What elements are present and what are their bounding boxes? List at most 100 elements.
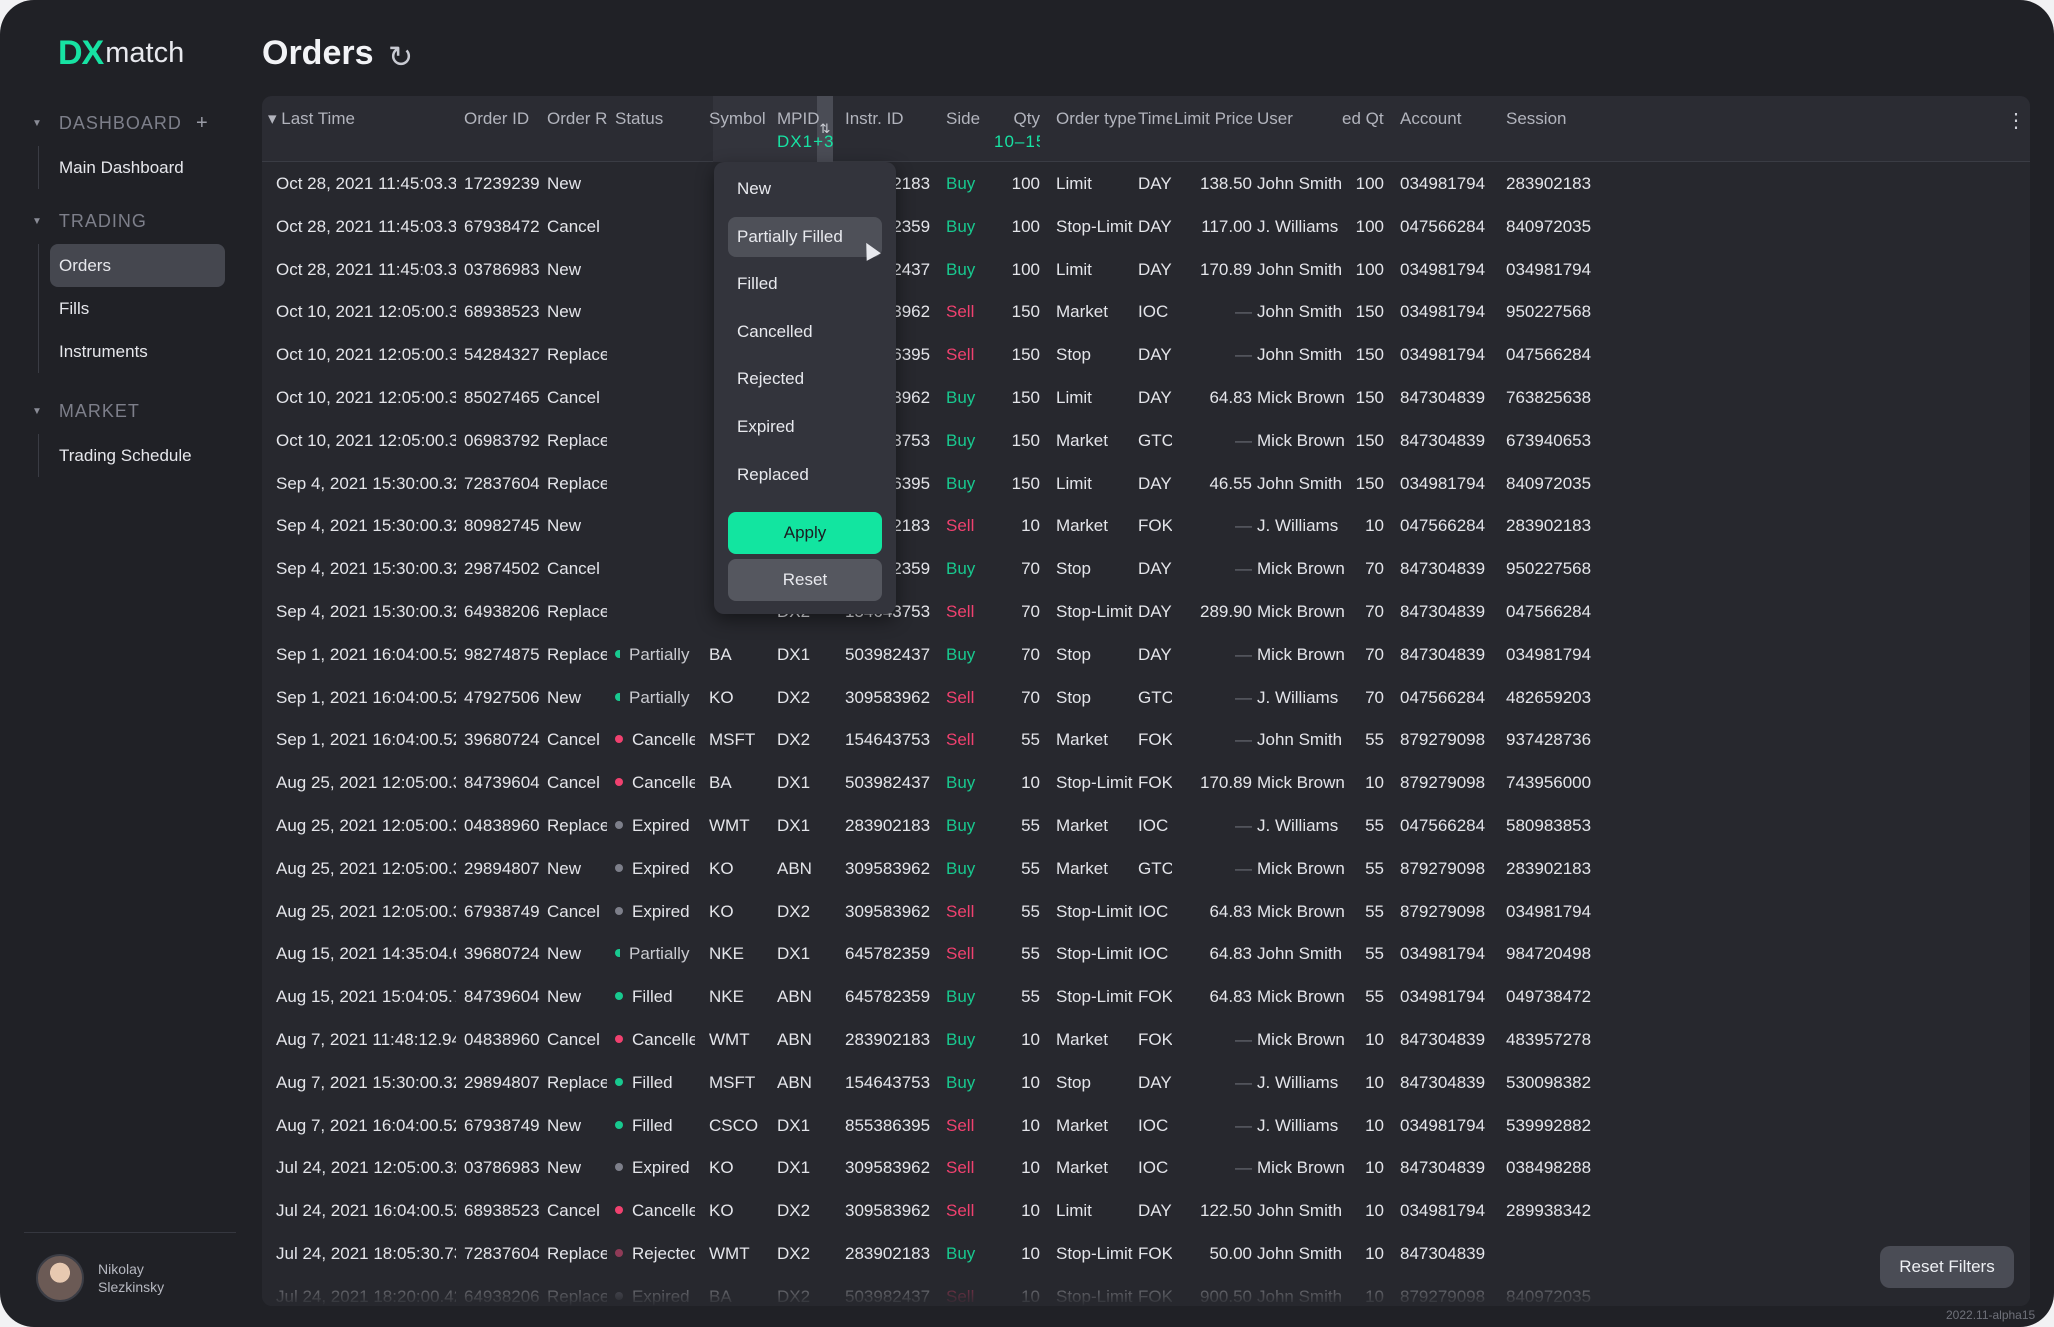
table-row[interactable]: Sep 4, 2021 15:30:00.32629874502CancelDX… bbox=[262, 547, 2030, 590]
cell-status: Filled bbox=[615, 987, 695, 1007]
table-row[interactable]: Jul 24, 2021 18:05:30.734 72837604 Replace… bbox=[262, 1232, 2030, 1275]
cell-reason: Cancel bbox=[547, 730, 600, 750]
column-header-id[interactable]: Order ID bbox=[464, 109, 542, 129]
table-row[interactable]: Aug 25, 2021 12:05:00.326 04838960 Replace… bbox=[262, 804, 2030, 847]
status-option-cancelled[interactable]: Cancelled bbox=[737, 321, 813, 341]
cell-type: Market bbox=[1056, 516, 1108, 536]
column-header-type[interactable]: Order type bbox=[1056, 109, 1141, 129]
table-row[interactable]: Sep 4, 2021 15:30:00.326 64938206 Replace D… bbox=[262, 590, 2030, 633]
status-text: Cancelled bbox=[632, 773, 695, 793]
table-row[interactable]: Aug 7, 2021 11:48:12.943 04838960 Cancel Ca… bbox=[262, 1018, 2030, 1061]
column-header-tif[interactable]: Time bbox=[1138, 109, 1172, 129]
status-option-replaced[interactable]: Replaced bbox=[737, 464, 809, 484]
cell-account: 847304839 bbox=[1400, 644, 1486, 664]
table-row[interactable]: Oct 10, 2021 12:05:00.32668938523NewABN3… bbox=[262, 290, 2030, 333]
column-header-side[interactable]: Side bbox=[946, 109, 986, 129]
cell-price: — bbox=[1235, 687, 1252, 707]
sidebar-item-instruments[interactable]: Instruments bbox=[59, 342, 148, 361]
cell-type: Limit bbox=[1056, 473, 1092, 493]
status-option-filled[interactable]: Filled bbox=[737, 274, 778, 294]
table-row[interactable]: Sep 4, 2021 15:30:00.32672837604ReplaceA… bbox=[262, 462, 2030, 505]
table-row[interactable]: Aug 25, 2021 12:05:00.326 29894807 New Expi… bbox=[262, 847, 2030, 890]
cell-user: John Smith bbox=[1257, 473, 1343, 493]
column-header-status[interactable]: Status bbox=[615, 109, 695, 129]
sidebar-item-orders[interactable]: Orders bbox=[50, 244, 225, 287]
sidebar-item-fills[interactable]: Fills bbox=[59, 299, 90, 318]
cell-price: — bbox=[1235, 1115, 1252, 1135]
status-option-new[interactable]: New bbox=[737, 179, 772, 198]
table-row[interactable]: Oct 28, 2021 11:45:03.34267938472CancelA… bbox=[262, 205, 2030, 248]
table-row[interactable]: Aug 7, 2021 15:30:00.326 29894807 Replace F… bbox=[262, 1061, 2030, 1104]
column-header-account[interactable]: Account bbox=[1400, 109, 1500, 129]
cell-reason: Cancel bbox=[547, 1201, 600, 1221]
reset-button[interactable]: Reset bbox=[728, 559, 882, 601]
cell-user: John Smith bbox=[1257, 1201, 1343, 1221]
column-header-qty[interactable]: Qty 10–150 bbox=[994, 109, 1040, 152]
column-header-label: Qty bbox=[1013, 109, 1040, 128]
status-dot bbox=[615, 863, 623, 872]
cell-tif: GTC bbox=[1138, 430, 1172, 450]
status-text: Expired bbox=[632, 901, 690, 921]
cell-fqty: 150 bbox=[1355, 388, 1384, 407]
nav-group-header[interactable]: ▼ MARKET bbox=[0, 388, 225, 434]
sidebar-item-trading-schedule[interactable]: Trading Schedule bbox=[59, 446, 192, 465]
column-header-session[interactable]: Session bbox=[1506, 109, 1596, 129]
nav-group-header[interactable]: ▼ TRADING bbox=[0, 198, 225, 244]
column-header-reason[interactable]: Order Re bbox=[547, 109, 607, 129]
table-row[interactable]: Oct 28, 2021 11:45:03.34217239239NewDX12… bbox=[262, 162, 2030, 205]
cell-type: Stop bbox=[1056, 687, 1091, 707]
table-row[interactable]: Aug 15, 2021 14:35:04.634 39680724 New Part… bbox=[262, 932, 2030, 975]
nav-group-header[interactable]: ▼ DASHBOARD + bbox=[0, 100, 225, 146]
cell-price: — bbox=[1235, 730, 1252, 750]
reset-filters-button[interactable]: Reset Filters bbox=[1880, 1246, 2014, 1288]
cell-user: Mick Brown bbox=[1257, 858, 1345, 878]
add-icon[interactable]: + bbox=[195, 111, 209, 134]
cell-tif: DAY bbox=[1138, 473, 1172, 493]
column-header-user[interactable]: User bbox=[1257, 109, 1347, 129]
refresh-icon[interactable]: ↻ bbox=[388, 41, 414, 74]
cell-fqty: 55 bbox=[1365, 858, 1384, 878]
filter-icon[interactable]: ⇅ bbox=[817, 96, 833, 162]
table-row[interactable]: Aug 25, 2021 12:05:00.326 84739604 Cancel C… bbox=[262, 761, 2030, 804]
cell-time: Aug 7, 2021 15:30:00.326 bbox=[276, 1072, 456, 1092]
column-header-time[interactable]: ▾ Last Time bbox=[268, 109, 448, 129]
table-row[interactable]: Jul 24, 2021 12:05:00.326 03786983 New Expi… bbox=[262, 1146, 2030, 1189]
table-row[interactable]: Sep 4, 2021 15:30:00.32680982745NewABN28… bbox=[262, 504, 2030, 547]
table-row[interactable]: Oct 10, 2021 12:05:00.326 54284327 Replace… bbox=[262, 333, 2030, 376]
cell-account: 847304839 bbox=[1400, 602, 1486, 621]
apply-button[interactable]: Apply bbox=[728, 512, 882, 554]
table-row[interactable]: Oct 28, 2021 11:45:03.34203786983NewDX15… bbox=[262, 248, 2030, 291]
cell-id: 29894807 bbox=[464, 858, 540, 878]
table-row[interactable]: Sep 1, 2021 16:04:00.525 47927506 New Parti… bbox=[262, 676, 2030, 719]
column-header-mpid[interactable]: MPID DX1+3 bbox=[777, 109, 837, 152]
table-row[interactable]: Jul 24, 2021 16:04:00.525 68938523 Cancel C… bbox=[262, 1189, 2030, 1232]
cell-tif: GTC bbox=[1138, 687, 1172, 707]
column-header-instr[interactable]: Instr. ID bbox=[845, 109, 935, 129]
cell-status: Cancelled bbox=[615, 1030, 695, 1050]
table-row[interactable]: Sep 1, 2021 16:04:00.525 39680724 Cancel Ca… bbox=[262, 718, 2030, 761]
cell-time: Aug 25, 2021 12:05:00.326 bbox=[276, 816, 456, 835]
column-header-symbol[interactable]: Symbol bbox=[709, 109, 769, 129]
status-option-partially-filled[interactable]: Partially Filled bbox=[728, 216, 882, 257]
cell-status: Expired bbox=[615, 816, 695, 836]
table-row[interactable]: Oct 10, 2021 12:05:00.326 85027465 Cancel D… bbox=[262, 376, 2030, 419]
more-vertical-icon[interactable]: ⋮ bbox=[2006, 110, 2026, 132]
user-profile[interactable]: Nikolay Slezkinsky bbox=[36, 1254, 164, 1302]
logo[interactable]: DX match bbox=[58, 34, 184, 73]
column-header-price[interactable]: Limit Price bbox=[1174, 109, 1252, 129]
table-row[interactable]: Oct 10, 2021 12:05:00.326 06983792 Replace… bbox=[262, 419, 2030, 462]
table-row[interactable]: Aug 25, 2021 12:05:00.326 67938749 Cancel E… bbox=[262, 890, 2030, 933]
cell-user: J. Williams bbox=[1257, 687, 1339, 707]
table-row[interactable]: Aug 15, 2021 15:04:05.745 84739604 New Fill… bbox=[262, 975, 2030, 1018]
cell-reason: Replace bbox=[547, 1072, 607, 1092]
status-option-expired[interactable]: Expired bbox=[737, 417, 795, 436]
caret-down-icon: ▼ bbox=[32, 215, 43, 227]
cell-instr: 283902183 bbox=[845, 1244, 931, 1263]
status-option-rejected[interactable]: Rejected bbox=[737, 369, 805, 389]
table-row[interactable]: Aug 7, 2021 16:04:00.525 67938749 New Fille… bbox=[262, 1104, 2030, 1147]
cell-id: 68938523 bbox=[464, 1201, 540, 1221]
column-header-fqty[interactable]: ed Qty bbox=[1342, 109, 1384, 129]
sidebar-item-main-dashboard[interactable]: Main Dashboard bbox=[59, 158, 184, 177]
cell-fqty: 10 bbox=[1365, 773, 1384, 793]
table-row[interactable]: Sep 1, 2021 16:04:00.525 98274875 Replace P… bbox=[262, 633, 2030, 676]
